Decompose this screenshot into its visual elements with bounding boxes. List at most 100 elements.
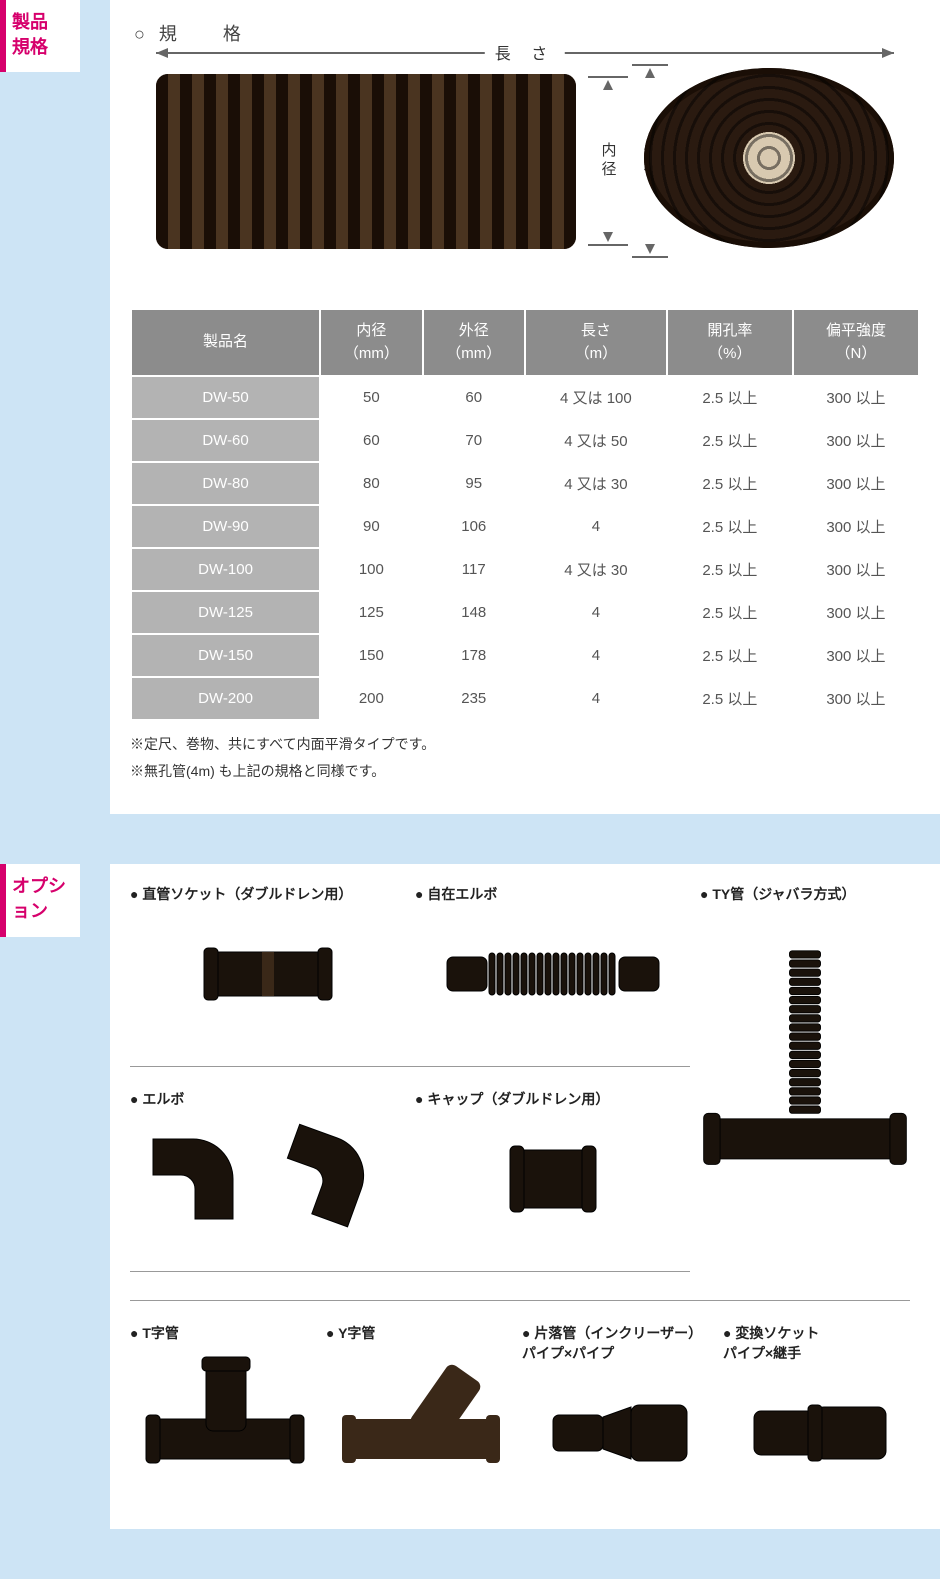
options-row-3: T字管 Y字管片落管（インクリーザー） パイプ×パイプ変換ソケット パイプ×継手: [130, 1323, 920, 1519]
col-header: 開孔率（%）: [667, 309, 793, 376]
spec-cell: 2.5 以上: [667, 462, 793, 505]
spec-cell: 300 以上: [793, 677, 919, 720]
product-name-cell: DW-50: [131, 376, 320, 419]
part-cap-icon: [415, 1119, 690, 1239]
pipe-illustration: [156, 74, 576, 249]
spec-cell: 2.5 以上: [667, 677, 793, 720]
inner-dia-label: 内径: [598, 142, 619, 180]
option-label: 変換ソケット パイプ×継手: [723, 1323, 918, 1363]
spec-section: 製品 規格 ○規 格 長 さ 内径 外径 製品名内径（mm）外径（mm）長さ（m…: [110, 0, 940, 814]
spec-cell: 4: [525, 591, 667, 634]
options-tab: オプション: [0, 864, 80, 936]
spec-cell: 60: [320, 419, 422, 462]
product-name-cell: DW-100: [131, 548, 320, 591]
spec-cell: 4: [525, 677, 667, 720]
option-item: Y字管: [326, 1323, 516, 1493]
spec-cell: 90: [320, 505, 422, 548]
option-label: 直管ソケット（ダブルドレン用）: [130, 884, 405, 904]
option-item: 直管ソケット（ダブルドレン用）: [130, 884, 405, 1034]
table-row: DW-15015017842.5 以上300 以上: [131, 634, 919, 677]
spec-notes: ※定尺、巻物、共にすべて内面平滑タイプです。※無孔管(4m) も上記の規格と同様…: [130, 731, 920, 784]
options-section: オプション 直管ソケット（ダブルドレン用）自在エルボエルボキャップ（ダブルドレン…: [110, 864, 940, 1529]
spec-cell: 300 以上: [793, 376, 919, 419]
spec-cell: 70: [423, 419, 525, 462]
spec-cell: 4: [525, 505, 667, 548]
spec-cell: 178: [423, 634, 525, 677]
spec-cell: 80: [320, 462, 422, 505]
spec-cell: 2.5 以上: [667, 419, 793, 462]
spec-cell: 300 以上: [793, 462, 919, 505]
option-item: エルボ: [130, 1089, 405, 1239]
product-name-cell: DW-200: [131, 677, 320, 720]
spec-cell: 235: [423, 677, 525, 720]
spec-cell: 300 以上: [793, 505, 919, 548]
option-label: T字管: [130, 1323, 320, 1343]
option-item: T字管: [130, 1323, 320, 1493]
note-line: ※無孔管(4m) も上記の規格と同様です。: [130, 758, 920, 785]
table-row: DW-20020023542.5 以上300 以上: [131, 677, 919, 720]
spec-table-header-row: 製品名内径（mm）外径（mm）長さ（m）開孔率（%）偏平強度（N）: [131, 309, 919, 376]
spec-cell: 4 又は 100: [525, 376, 667, 419]
spec-cell: 200: [320, 677, 422, 720]
coil-illustration: [644, 68, 894, 248]
product-name-cell: DW-60: [131, 419, 320, 462]
part-ty-icon: [700, 914, 910, 1214]
spec-cell: 125: [320, 591, 422, 634]
spec-cell: 2.5 以上: [667, 376, 793, 419]
product-name-cell: DW-125: [131, 591, 320, 634]
option-label: 自在エルボ: [415, 884, 690, 904]
part-elbow-icon: [130, 1119, 405, 1239]
spec-cell: 300 以上: [793, 548, 919, 591]
col-header: 外径（mm）: [423, 309, 525, 376]
spec-cell: 300 以上: [793, 634, 919, 677]
col-header: 偏平強度（N）: [793, 309, 919, 376]
length-label: 長 さ: [485, 40, 565, 64]
inner-diameter-marker: 内径: [588, 76, 628, 246]
spec-cell: 300 以上: [793, 419, 919, 462]
spec-tab: 製品 規格: [0, 0, 80, 72]
spec-cell: 300 以上: [793, 591, 919, 634]
product-name-cell: DW-150: [131, 634, 320, 677]
col-header: 製品名: [131, 309, 320, 376]
table-row: DW-1001001174 又は 302.5 以上300 以上: [131, 548, 919, 591]
col-header: 長さ（m）: [525, 309, 667, 376]
spec-cell: 148: [423, 591, 525, 634]
spec-cell: 100: [320, 548, 422, 591]
spec-cell: 117: [423, 548, 525, 591]
product-name-cell: DW-80: [131, 462, 320, 505]
spec-table-body: DW-5050604 又は 1002.5 以上300 以上DW-6060704 …: [131, 376, 919, 720]
spec-table: 製品名内径（mm）外径（mm）長さ（m）開孔率（%）偏平強度（N） DW-505…: [130, 308, 920, 721]
note-line: ※定尺、巻物、共にすべて内面平滑タイプです。: [130, 731, 920, 758]
spec-cell: 95: [423, 462, 525, 505]
col-header: 内径（mm）: [320, 309, 422, 376]
spec-cell: 106: [423, 505, 525, 548]
option-item: TY管（ジャバラ方式）: [700, 884, 910, 1214]
spec-cell: 2.5 以上: [667, 634, 793, 677]
table-row: DW-6060704 又は 502.5 以上300 以上: [131, 419, 919, 462]
spec-cell: 2.5 以上: [667, 591, 793, 634]
option-item: 片落管（インクリーザー） パイプ×パイプ: [522, 1323, 717, 1493]
option-label: TY管（ジャバラ方式）: [700, 884, 910, 904]
option-label: Y字管: [326, 1323, 516, 1343]
part-socket-icon: [130, 914, 405, 1034]
option-label: エルボ: [130, 1089, 405, 1109]
option-item: 自在エルボ: [415, 884, 690, 1034]
part-adapter-icon: [723, 1373, 918, 1493]
options-left-column: 直管ソケット（ダブルドレン用）自在エルボエルボキャップ（ダブルドレン用）: [130, 884, 690, 1294]
table-row: DW-12512514842.5 以上300 以上: [131, 591, 919, 634]
product-name-cell: DW-90: [131, 505, 320, 548]
option-label: 片落管（インクリーザー） パイプ×パイプ: [522, 1323, 717, 1363]
part-flex-icon: [415, 914, 690, 1034]
table-row: DW-5050604 又は 1002.5 以上300 以上: [131, 376, 919, 419]
part-wye-icon: [326, 1353, 516, 1473]
spec-cell: 4 又は 50: [525, 419, 667, 462]
option-item: 変換ソケット パイプ×継手: [723, 1323, 918, 1493]
spec-cell: 50: [320, 376, 422, 419]
spec-cell: 4: [525, 634, 667, 677]
spec-cell: 2.5 以上: [667, 548, 793, 591]
table-row: DW-909010642.5 以上300 以上: [131, 505, 919, 548]
part-reducer-icon: [522, 1373, 717, 1493]
options-right-column: TY管（ジャバラ方式）: [700, 884, 910, 1294]
spec-cell: 4 又は 30: [525, 548, 667, 591]
options-grid: 直管ソケット（ダブルドレン用）自在エルボエルボキャップ（ダブルドレン用）TY管（…: [130, 884, 920, 1519]
